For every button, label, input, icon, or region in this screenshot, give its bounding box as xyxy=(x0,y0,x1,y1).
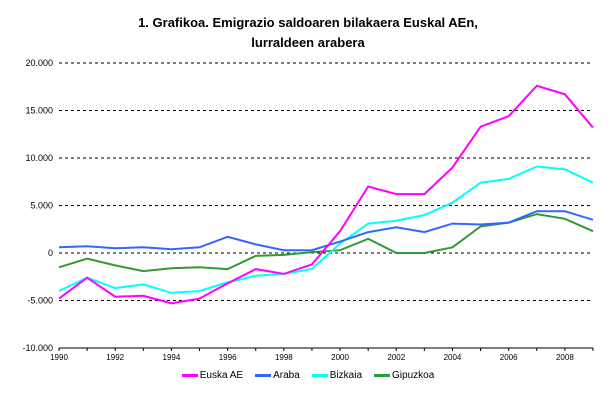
y-tick-label: 5.000 xyxy=(30,201,53,211)
chart-title-line-1: 1. Grafikoa. Emigrazio saldoaren bilakae… xyxy=(138,15,478,30)
y-tick-label: 10.000 xyxy=(25,153,53,163)
y-tick-label: -5.000 xyxy=(27,296,53,306)
series-line-gipuzkoa xyxy=(58,213,594,273)
chart-legend: Euska AE Araba Bizkaia Gipuzkoa xyxy=(0,370,616,381)
chart-title-line-2: lurraldeen arabera xyxy=(251,35,365,50)
legend-item: Bizkaia xyxy=(311,370,363,381)
x-tick-label: 1992 xyxy=(106,353,124,362)
legend-item: Araba xyxy=(255,370,300,381)
x-tick-label: 1994 xyxy=(163,353,181,362)
legend-label: Euska AE xyxy=(199,370,244,381)
x-tick-label: 1998 xyxy=(275,353,293,362)
series-line-araba xyxy=(58,210,594,252)
x-tick-label: 2008 xyxy=(556,353,574,362)
x-tick-label: 1990 xyxy=(50,353,68,362)
legend-swatch xyxy=(255,374,272,377)
x-tick-label: 2004 xyxy=(444,353,462,362)
x-tick-label: 2002 xyxy=(387,353,405,362)
legend-swatch xyxy=(311,374,328,377)
legend-label: Gipuzkoa xyxy=(392,370,435,381)
chart-title: 1. Grafikoa. Emigrazio saldoaren bilakae… xyxy=(0,13,616,53)
y-tick-label: 15.000 xyxy=(25,106,53,116)
y-tick-label: 0 xyxy=(48,248,53,258)
legend-swatch xyxy=(181,374,198,377)
legend-swatch xyxy=(374,374,391,377)
series-line-bizkaia xyxy=(58,165,594,294)
x-tick-label: 1996 xyxy=(219,353,237,362)
series-line-euska-ae xyxy=(58,84,594,305)
legend-item: Euska AE xyxy=(181,370,244,381)
y-tick-label: 20.000 xyxy=(25,58,53,68)
legend-label: Bizkaia xyxy=(329,370,363,381)
x-tick-label: 2006 xyxy=(500,353,518,362)
x-tick-label: 2000 xyxy=(331,353,349,362)
legend-item: Gipuzkoa xyxy=(374,370,434,381)
y-tick-label: -10.000 xyxy=(22,343,53,353)
legend-label: Araba xyxy=(273,370,300,381)
